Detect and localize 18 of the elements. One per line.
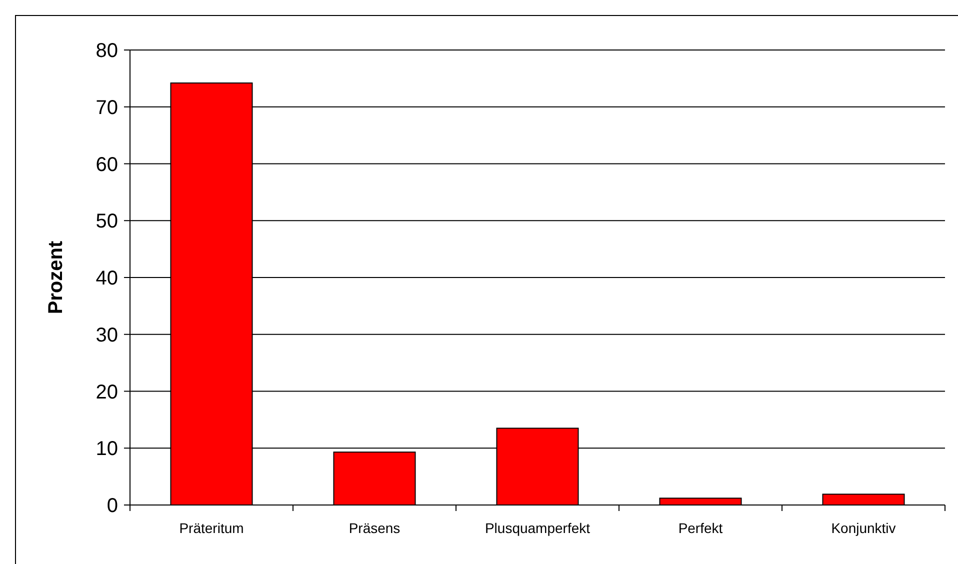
y-tick-label: 60: [96, 154, 118, 176]
y-tick-label: 0: [106, 495, 118, 517]
bar: [822, 494, 905, 506]
y-tick-label: 40: [96, 268, 118, 290]
y-tick-label: 80: [96, 40, 118, 62]
x-tick-label: Präsens: [348, 520, 400, 536]
x-tick-label: Perfekt: [678, 520, 723, 536]
y-axis-title: Prozent: [45, 240, 67, 314]
y-tick-label: 30: [96, 324, 118, 346]
y-tick-label: 50: [96, 210, 118, 233]
x-tick-label: Plusquamperfekt: [484, 520, 590, 536]
x-tick-label: Konjunktiv: [831, 520, 896, 536]
y-tick-label: 20: [96, 381, 118, 404]
x-tick-label: Präteritum: [179, 520, 244, 536]
bar: [659, 498, 742, 506]
y-tick-label: 10: [96, 438, 118, 460]
bar: [333, 452, 416, 506]
y-tick-label: 70: [96, 96, 118, 119]
